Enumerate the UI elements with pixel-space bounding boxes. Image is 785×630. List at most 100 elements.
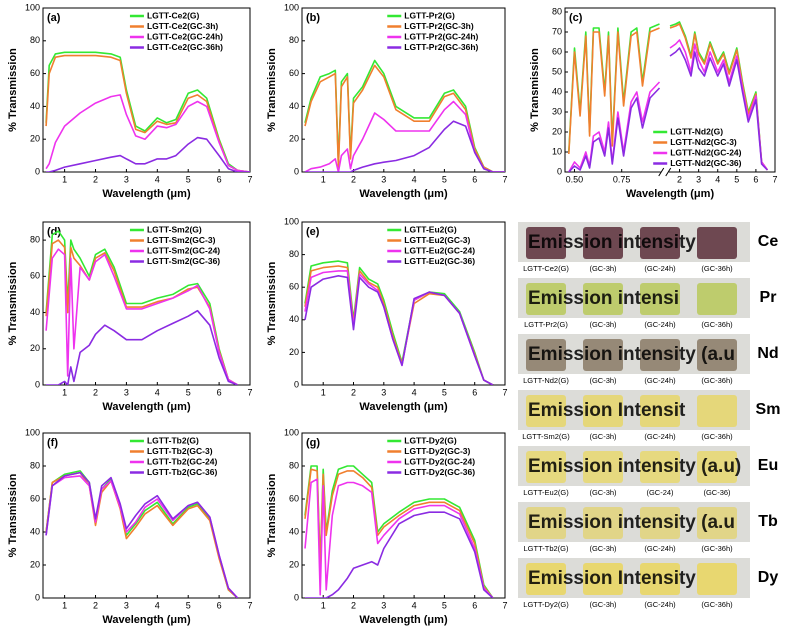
x-tick-label: 7 bbox=[247, 174, 252, 184]
panel-label: (g) bbox=[306, 437, 320, 449]
x-tick-label: 2 bbox=[351, 387, 356, 397]
sample-label: (GC-36h) bbox=[701, 544, 733, 553]
glass-sample bbox=[640, 283, 680, 315]
glass-sample bbox=[697, 395, 737, 427]
x-tick-label: 5 bbox=[186, 387, 191, 397]
y-tick-label: 40 bbox=[30, 307, 40, 317]
photo: Emission intensity bbox=[526, 227, 737, 259]
y-tick-label: 20 bbox=[289, 134, 299, 144]
series-line bbox=[45, 248, 239, 385]
series-line bbox=[304, 100, 505, 172]
series-line bbox=[305, 120, 505, 172]
y-tick-label: 0 bbox=[35, 592, 40, 602]
sample-label: (GC-24h) bbox=[644, 432, 676, 441]
x-axis-label: Wavelength (μm) bbox=[102, 614, 191, 626]
overlay-text: Emission intensity bbox=[528, 232, 696, 253]
series-line bbox=[45, 94, 250, 172]
y-tick-label: 20 bbox=[30, 134, 40, 144]
panel-label: (c) bbox=[569, 12, 583, 24]
y-tick-label: 80 bbox=[552, 6, 562, 16]
overlay-text: Emission intensity (a.u bbox=[528, 512, 735, 533]
element-label: Nd bbox=[757, 345, 778, 362]
glass-sample bbox=[640, 395, 680, 427]
glass-sample bbox=[640, 507, 680, 539]
series-line bbox=[46, 309, 238, 385]
legend-label: LGTT-Eu2(G) bbox=[404, 224, 457, 234]
glass-sample bbox=[583, 395, 623, 427]
x-tick-label: 1 bbox=[321, 174, 326, 184]
series-line bbox=[304, 275, 494, 385]
sample-label: (GC-24h) bbox=[644, 320, 676, 329]
x-tick-label: 7 bbox=[247, 387, 252, 397]
sample-label: (GC-3h) bbox=[589, 264, 617, 273]
sample-label: (GC-36h) bbox=[701, 432, 733, 441]
y-tick-label: 20 bbox=[30, 559, 40, 569]
y-tick-label: 80 bbox=[30, 234, 40, 244]
x-axis-label: Wavelength (μm) bbox=[359, 401, 448, 413]
overlay-text: Emission intensity (a.u bbox=[528, 344, 735, 365]
legend-label: LGTT-Ce2(GC-3h) bbox=[147, 21, 218, 31]
x-tick-label: 1 bbox=[62, 174, 67, 184]
x-tick-label: 3 bbox=[124, 174, 129, 184]
y-axis-label: % Transmission bbox=[529, 48, 541, 132]
series-line bbox=[304, 64, 505, 172]
y-axis-label: % Transmission bbox=[7, 48, 19, 132]
y-tick-label: 20 bbox=[30, 343, 40, 353]
glass-sample bbox=[526, 395, 566, 427]
series-line bbox=[45, 471, 239, 598]
glass-sample bbox=[697, 451, 737, 483]
photo: Emission intensi bbox=[526, 283, 737, 315]
x-tick-label: 7 bbox=[772, 174, 777, 184]
legend-label: LGTT-Dy2(G) bbox=[404, 435, 457, 445]
y-tick-label: 60 bbox=[289, 493, 299, 503]
sample-label: (GC-24h) bbox=[644, 376, 676, 385]
x-tick-label: 3 bbox=[381, 174, 386, 184]
x-tick-label: 4 bbox=[412, 387, 417, 397]
plot-frame bbox=[301, 221, 506, 386]
x-tick-label: 7 bbox=[502, 174, 507, 184]
sample-label: (GC-36h) bbox=[701, 376, 733, 385]
x-tick-label: 7 bbox=[247, 600, 252, 610]
x-tick-label: 1 bbox=[321, 600, 326, 610]
y-tick-label: 60 bbox=[30, 493, 40, 503]
y-tick-label: 100 bbox=[284, 216, 299, 226]
legend-label: LGTT-Pr2(G) bbox=[404, 10, 455, 20]
sample-label: (GC-3h) bbox=[589, 600, 617, 609]
y-tick-label: 0 bbox=[35, 379, 40, 389]
legend-label: LGTT-Eu2(GC-3) bbox=[404, 235, 470, 245]
x-tick-label: 3 bbox=[124, 387, 129, 397]
plot-frame bbox=[301, 432, 506, 599]
x-tick-label: 2 bbox=[677, 174, 682, 184]
element-label: Eu bbox=[758, 457, 778, 474]
y-axis-label: % Transmission bbox=[7, 261, 19, 345]
y-tick-label: 100 bbox=[284, 2, 299, 12]
series-line bbox=[568, 23, 769, 171]
glass-sample bbox=[697, 227, 737, 259]
sample-label: (GC-36h) bbox=[701, 264, 733, 273]
y-tick-label: 80 bbox=[289, 249, 299, 259]
x-tick-label: 1 bbox=[321, 387, 326, 397]
sample-label: (GC-3h) bbox=[589, 544, 617, 553]
legend-label: LGTT-Dy2(GC-3) bbox=[404, 446, 470, 456]
y-tick-label: 40 bbox=[30, 526, 40, 536]
y-tick-label: 40 bbox=[289, 101, 299, 111]
legend-label: LGTT-Ce2(GC-36h) bbox=[147, 42, 223, 52]
glass-sample bbox=[583, 283, 623, 315]
glass-sample bbox=[640, 339, 680, 371]
photo: Emission intensity (a.u) bbox=[526, 451, 741, 483]
legend-label: LGTT-Sm2(GC-36) bbox=[147, 256, 220, 266]
plot-frame bbox=[42, 221, 251, 386]
element-label: Tb bbox=[758, 513, 778, 530]
series-line bbox=[45, 51, 250, 172]
axis-break bbox=[658, 167, 672, 177]
x-axis-label: Wavelength (μm) bbox=[102, 401, 191, 413]
glass-sample bbox=[583, 507, 623, 539]
legend-label: LGTT-Tb2(G) bbox=[147, 435, 199, 445]
x-tick-label: 0.75 bbox=[613, 174, 631, 184]
x-tick-label: 4 bbox=[715, 174, 720, 184]
sample-label: LGTT-Nd2(G) bbox=[523, 376, 569, 385]
series-line bbox=[45, 475, 239, 598]
x-tick-label: 6 bbox=[753, 174, 758, 184]
y-tick-label: 80 bbox=[30, 460, 40, 470]
